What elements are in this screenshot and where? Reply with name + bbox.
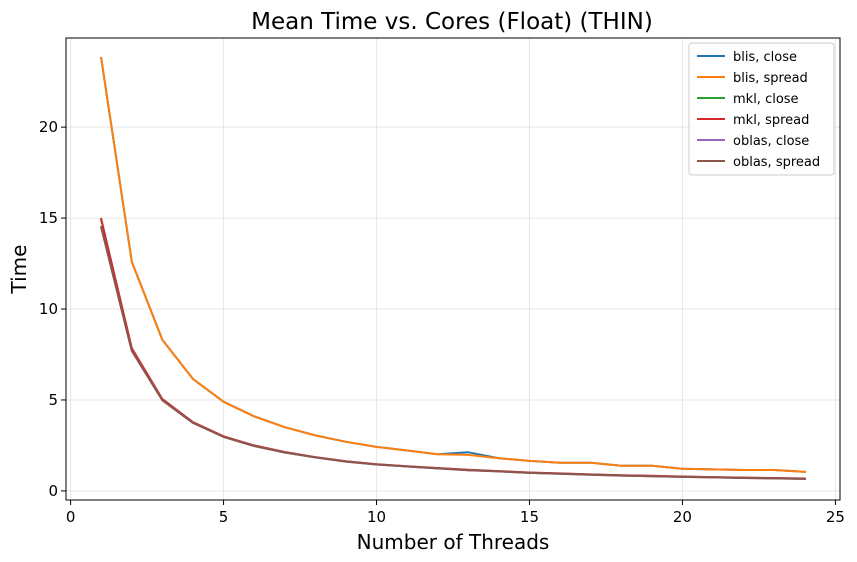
legend-label: mkl, spread bbox=[733, 113, 809, 128]
y-tick-label: 5 bbox=[48, 391, 58, 409]
legend-label: blis, spread bbox=[733, 71, 808, 86]
x-tick-label: 25 bbox=[826, 508, 845, 526]
x-tick-label: 5 bbox=[219, 508, 229, 526]
legend-label: mkl, close bbox=[733, 92, 799, 107]
y-tick-label: 20 bbox=[39, 118, 58, 136]
legend-label: blis, close bbox=[733, 50, 797, 65]
legend-box bbox=[688, 42, 835, 176]
x-tick-label: 10 bbox=[367, 508, 386, 526]
y-axis-ticks: 0 5 10 15 20 bbox=[39, 118, 66, 500]
series-line-1 bbox=[100, 56, 806, 473]
y-tick-label: 10 bbox=[39, 300, 58, 318]
grid bbox=[66, 38, 840, 500]
x-axis-label: Number of Threads bbox=[357, 530, 550, 554]
series-lines bbox=[99, 56, 806, 480]
x-tick-label: 20 bbox=[673, 508, 692, 526]
x-axis-ticks: 0 5 10 15 20 25 bbox=[66, 500, 845, 526]
legend-label: oblas, close bbox=[733, 134, 809, 149]
series-line-2 bbox=[99, 218, 806, 480]
legend-label: oblas, spread bbox=[733, 155, 820, 170]
legend: blis, close blis, spread mkl, close mkl, sp… bbox=[688, 42, 835, 176]
y-axis-label: Time bbox=[7, 245, 31, 295]
series-line-4 bbox=[99, 225, 806, 480]
x-tick-label: 15 bbox=[520, 508, 539, 526]
x-tick-label: 0 bbox=[66, 508, 76, 526]
plot-frame bbox=[65, 37, 841, 501]
series-line-5 bbox=[99, 225, 806, 480]
y-tick-label: 0 bbox=[48, 482, 58, 500]
y-tick-label: 15 bbox=[39, 209, 58, 227]
series-line-3 bbox=[99, 217, 806, 480]
chart-title: Mean Time vs. Cores (Float) (THIN) bbox=[251, 9, 653, 35]
